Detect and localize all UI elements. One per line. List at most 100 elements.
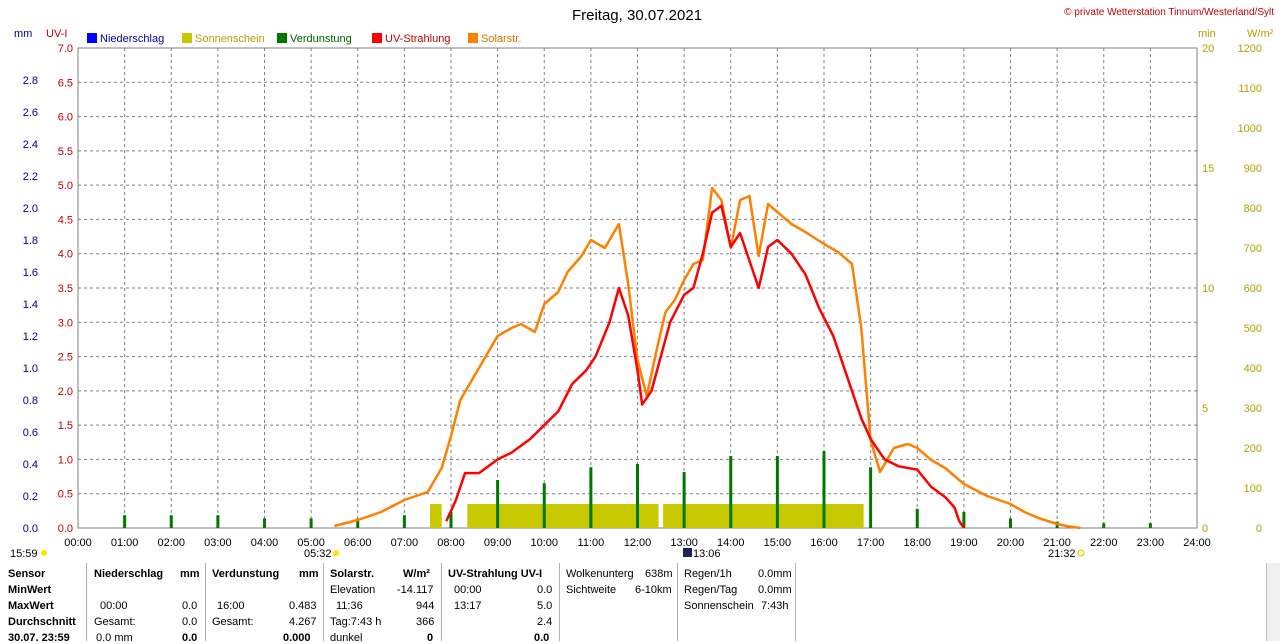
wm2-tick-label: 800: [1244, 203, 1262, 215]
mm-tick-label: 0.4: [23, 459, 38, 471]
evaporation-bars: [123, 451, 1152, 528]
time-tick-label: 21:00: [1043, 537, 1071, 549]
mm-tick-label: 1.0: [23, 363, 38, 375]
uv-tick-label: 6.5: [58, 77, 73, 89]
evaporation-bar: [496, 480, 500, 528]
niederschlag-last-val: 0.0 mm: [96, 632, 133, 644]
uv-tick-label: 3.0: [58, 317, 73, 329]
legend-label-solar: Solarstr.: [481, 33, 521, 45]
wm2-tick-label: 100: [1244, 483, 1262, 495]
niederschlag-title: Niederschlag: [94, 568, 164, 580]
evaporation-bar: [775, 456, 779, 528]
time-tick-label: 07:00: [391, 537, 419, 549]
mm-tick-label: 1.6: [23, 267, 38, 279]
solar-max-val: 944: [416, 600, 435, 612]
legend-swatch-sonnenschein: [182, 33, 192, 43]
uv-tick-label: 1.0: [58, 454, 73, 466]
solar-tag-label: Tag:7:43 h: [330, 616, 382, 628]
axis-unit-uv: UV-I: [46, 28, 67, 40]
sunshine-bars: [430, 504, 864, 528]
time-tick-label: 20:00: [997, 537, 1025, 549]
evaporation-bar: [449, 512, 453, 528]
wm2-tick-label: 900: [1244, 163, 1262, 175]
mm-tick-label: 2.2: [23, 171, 38, 183]
uv-line: [445, 204, 965, 529]
axis-unit-mm: mm: [14, 28, 32, 40]
wm2-tick-label: 600: [1244, 283, 1262, 295]
evaporation-bar: [729, 456, 733, 528]
mm-tick-label: 1.4: [23, 299, 38, 311]
uv-last-val: 0.0: [534, 632, 550, 644]
evaporation-bar: [1102, 523, 1106, 528]
regen-val-1: 0.0mm: [758, 568, 792, 580]
time-tick-label: 04:00: [251, 537, 279, 549]
mm-tick-label: 0.8: [23, 395, 38, 407]
legend-swatch-niederschlag: [87, 33, 97, 43]
left-time-label: 15:59: [10, 548, 38, 560]
niederschlag-max-time: 00:00: [100, 600, 128, 612]
evaporation-bar: [682, 472, 686, 528]
evaporation-bar: [402, 515, 406, 528]
verdunstung-title: Verdunstung: [212, 568, 280, 580]
solar-elev-label: Elevation: [330, 584, 376, 596]
sunshine-bar: [430, 504, 442, 528]
axis-unit-wm2: W/m²: [1247, 28, 1274, 40]
mm-tick-label: 0.2: [23, 491, 38, 503]
solar-unit: W/m²: [403, 568, 430, 580]
uv-avg-val: 2.4: [537, 616, 553, 628]
legend-swatch-verdunstung: [277, 33, 287, 43]
legend: Niederschlag Sonnenschein Verdunstung UV…: [87, 33, 521, 45]
niederschlag-gesamt-val: 0.0: [182, 616, 198, 628]
evaporation-bar: [1009, 518, 1012, 528]
time-tick-label: 08:00: [437, 537, 465, 549]
uv-tick-label: 3.5: [58, 283, 73, 295]
min-tick-label: 15: [1202, 163, 1214, 175]
mm-tick-label: 2.0: [23, 203, 38, 215]
legend-swatch-uv: [372, 33, 382, 43]
sunshine-bar: [663, 504, 864, 528]
verdunstung-max-val: 0.483: [289, 600, 317, 612]
solar-noon-icon: [683, 548, 692, 557]
solar-title: Solarstr.: [330, 568, 375, 580]
uv-tick-label: 2.0: [58, 386, 73, 398]
row-label-max: MaxWert: [8, 600, 54, 612]
mm-tick-label: 2.6: [23, 107, 38, 119]
uv-tick-label: 2.5: [58, 352, 73, 364]
min-tick-label: 10: [1202, 283, 1214, 295]
mm-tick-label: 2.4: [23, 139, 38, 151]
time-tick-label: 15:00: [764, 537, 792, 549]
wm2-tick-label: 500: [1244, 323, 1262, 335]
sunset-icon: [1077, 549, 1085, 557]
stats-row-labels: Sensor MinWert MaxWert Durchschnitt 30.0…: [0, 563, 87, 644]
stats-scrollbar[interactable]: [1266, 563, 1280, 641]
evaporation-bar: [123, 515, 127, 528]
uv-tick-label: 4.5: [58, 214, 73, 226]
verdunstung-unit: mm: [299, 568, 319, 580]
legend-label-niederschlag: Niederschlag: [100, 33, 164, 45]
row-label-min: MinWert: [8, 584, 52, 596]
uv-tick-label: 5.5: [58, 146, 73, 158]
stats-regen: Regen/1h 0.0mm Regen/Tag 0.0mm Sonnensch…: [677, 563, 796, 641]
time-tick-label: 11:00: [578, 537, 605, 549]
uv-min-val: 0.0: [537, 584, 553, 596]
solar-dunkel-val: 0: [427, 632, 434, 644]
uv-tick-label: 0.5: [58, 489, 73, 501]
time-tick-label: 01:00: [111, 537, 139, 549]
time-tick-label: 22:00: [1090, 537, 1118, 549]
legend-swatch-solar: [468, 33, 478, 43]
uv-min-time: 00:00: [454, 584, 482, 596]
stats-table: Sensor MinWert MaxWert Durchschnitt 30.0…: [0, 563, 1280, 644]
legend-label-verdunstung: Verdunstung: [290, 33, 352, 45]
evaporation-bar: [915, 508, 919, 528]
grid-lines: [78, 48, 1197, 528]
verdunstung-max-time: 16:00: [217, 600, 245, 612]
evaporation-bar: [542, 483, 546, 528]
evaporation-bar: [169, 515, 173, 528]
uv-tick-label: 7.0: [58, 43, 73, 55]
time-tick-label: 14:00: [717, 537, 745, 549]
time-tick-label: 18:00: [903, 537, 931, 549]
uv-tick-label: 4.0: [58, 249, 73, 261]
mm-tick-label: 0.6: [23, 427, 38, 439]
stats-uv: UV-Strahlung UV-I 00:00 0.0 13:17 5.0 2.…: [441, 563, 560, 644]
time-tick-label: 06:00: [344, 537, 372, 549]
